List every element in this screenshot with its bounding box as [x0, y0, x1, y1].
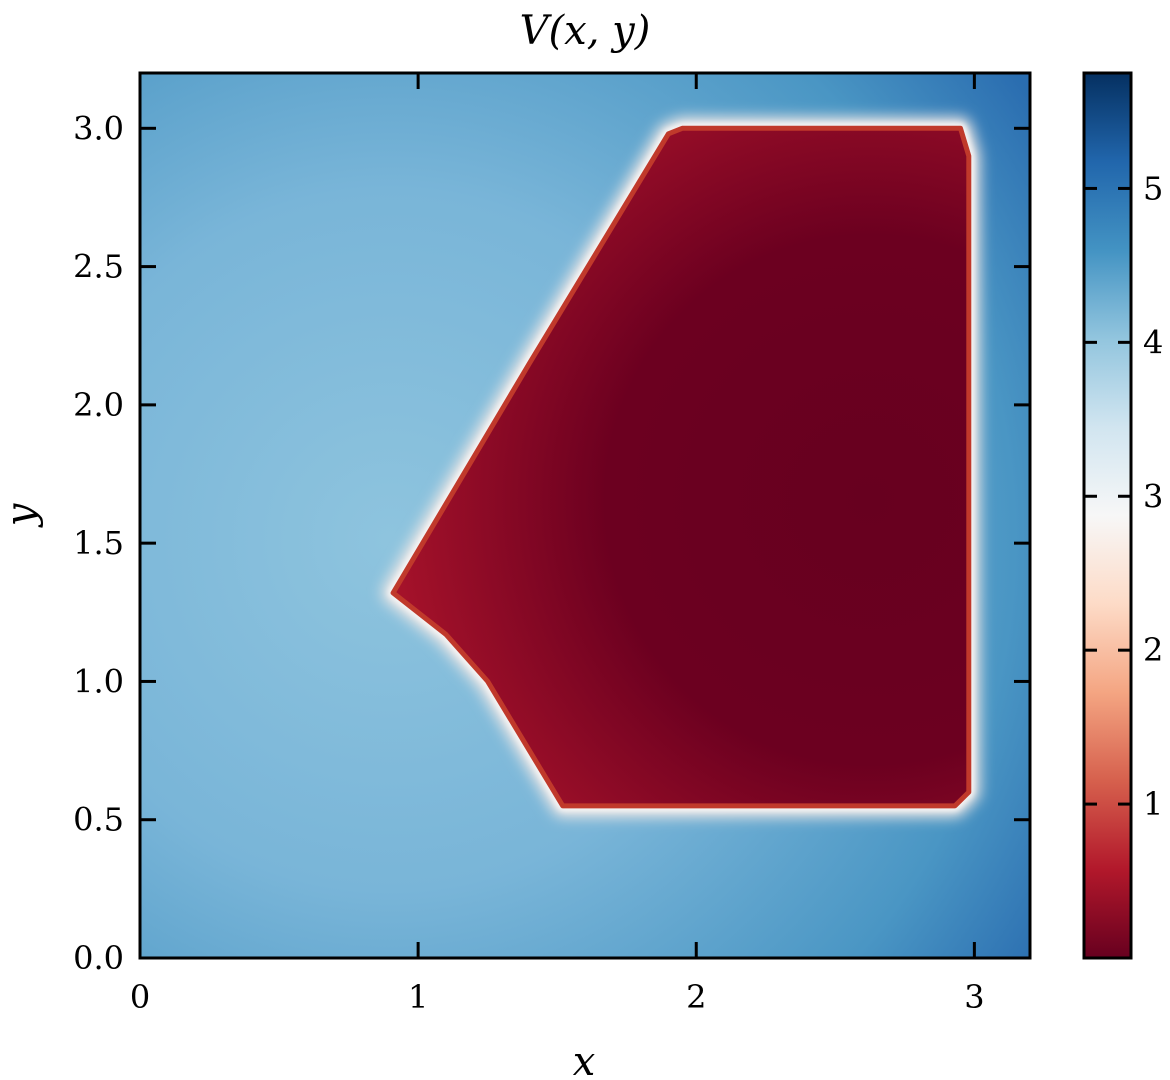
low-value-region: [390, 125, 972, 809]
colorbar-tick-label: 5: [1143, 169, 1163, 207]
plot-frame: [138, 71, 1032, 960]
y-tick-label: 0.5: [73, 801, 124, 839]
x-tick-label: 0: [130, 978, 150, 1016]
y-tick-label: 2.0: [73, 386, 124, 424]
y-tick-label: 2.5: [73, 248, 124, 286]
x-axis-ticks: 0 1 2 3: [130, 73, 985, 1016]
y-axis-ticks: 0.0 0.5 1.0 1.5 2.0 2.5 3.0: [73, 109, 1030, 977]
colorbar-gradient: [1082, 71, 1133, 960]
colorbar-ticks: 1 2 3 4 5: [1084, 169, 1163, 823]
x-tick-label: 3: [964, 978, 984, 1016]
y-tick-label: 1.0: [73, 662, 124, 700]
heatmap: [140, 73, 1030, 958]
colorbar-tick-label: 1: [1143, 785, 1163, 823]
x-axis-label: x: [573, 1039, 596, 1080]
x-tick-label: 1: [408, 978, 428, 1016]
chart-title: V(x, y): [520, 8, 651, 54]
y-tick-label: 1.5: [73, 524, 124, 562]
colorbar-tick-label: 3: [1143, 477, 1163, 515]
x-tick-label: 2: [686, 978, 706, 1016]
y-tick-label: 3.0: [73, 109, 124, 147]
colorbar-tick-label: 2: [1143, 631, 1163, 669]
colorbar: 1 2 3 4 5: [1082, 71, 1163, 960]
y-axis-label: y: [0, 502, 44, 528]
y-tick-label: 0.0: [73, 939, 124, 977]
colorbar-tick-label: 4: [1143, 323, 1163, 361]
